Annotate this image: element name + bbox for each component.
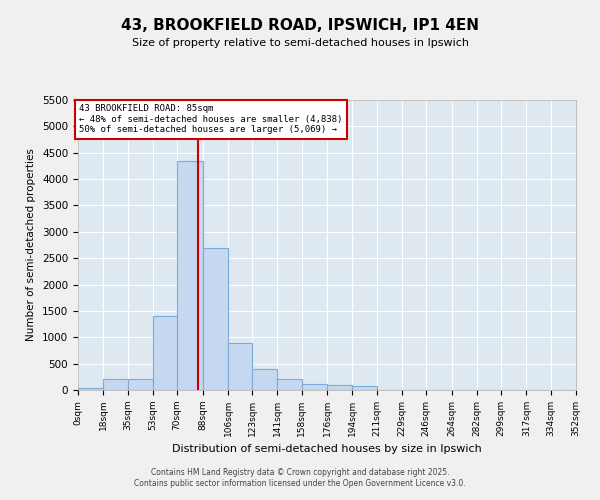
Text: 43 BROOKFIELD ROAD: 85sqm
← 48% of semi-detached houses are smaller (4,838)
50% : 43 BROOKFIELD ROAD: 85sqm ← 48% of semi-…	[79, 104, 343, 134]
Y-axis label: Number of semi-detached properties: Number of semi-detached properties	[26, 148, 37, 342]
Bar	[203, 248, 228, 390]
Bar	[252, 369, 277, 390]
Text: Size of property relative to semi-detached houses in Ipswich: Size of property relative to semi-detach…	[131, 38, 469, 48]
Bar	[228, 342, 252, 390]
X-axis label: Distribution of semi-detached houses by size in Ipswich: Distribution of semi-detached houses by …	[172, 444, 482, 454]
Bar	[277, 380, 302, 390]
Bar	[153, 316, 177, 390]
Bar	[352, 386, 377, 390]
Bar	[78, 388, 103, 390]
Bar	[327, 384, 352, 390]
Bar	[302, 384, 327, 390]
Bar	[128, 380, 153, 390]
Bar	[103, 380, 128, 390]
Bar	[177, 160, 203, 390]
Text: Contains HM Land Registry data © Crown copyright and database right 2025.
Contai: Contains HM Land Registry data © Crown c…	[134, 468, 466, 487]
Text: 43, BROOKFIELD ROAD, IPSWICH, IP1 4EN: 43, BROOKFIELD ROAD, IPSWICH, IP1 4EN	[121, 18, 479, 32]
